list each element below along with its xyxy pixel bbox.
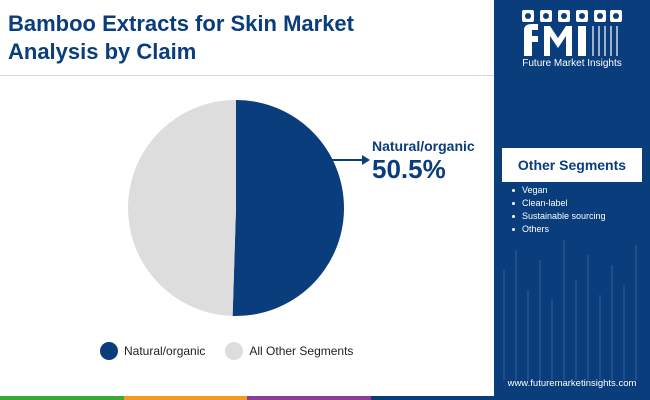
header-divider (0, 75, 494, 76)
other-segments-title: Other Segments (517, 157, 627, 173)
pie-slice-all-other-segments (128, 100, 236, 316)
pie-chart (128, 100, 370, 316)
bar-segment-green (0, 396, 124, 400)
title-line-1: Bamboo Extracts for Skin Market (8, 11, 354, 36)
page-title: Bamboo Extracts for Skin Market Analysis… (8, 10, 488, 66)
callout-value: 50.5% (372, 154, 446, 184)
title-line-2: Analysis by Claim (8, 39, 197, 64)
legend-item-other-segments: All Other Segments (225, 342, 353, 360)
callout-arrow-head (362, 155, 370, 165)
fmi-logo: Future Market Insights (494, 0, 650, 76)
fmi-logo-icon (522, 10, 622, 56)
segment-item: Vegan (508, 184, 648, 197)
callout-label: Natural/organic (372, 138, 475, 154)
segment-item: Others (508, 223, 648, 236)
segment-item: Clean-label (508, 197, 648, 210)
website-link[interactable]: www.futuremarketinsights.com (507, 378, 637, 389)
segment-item: Sustainable sourcing (508, 210, 648, 223)
background-pattern (503, 240, 637, 380)
logo-caption: Future Market Insights (522, 58, 622, 69)
pie-slice-natural-organic (232, 100, 345, 316)
bottom-color-bar (0, 396, 494, 400)
bar-segment-blue (370, 396, 494, 400)
header: Bamboo Extracts for Skin Market Analysis… (0, 0, 494, 76)
legend-label-natural-organic: Natural/organic (124, 344, 206, 358)
bar-segment-orange (123, 396, 247, 400)
legend-swatch-other-segments (225, 342, 244, 360)
bar-segment-purple (247, 396, 371, 400)
legend-swatch-natural-organic (100, 342, 118, 360)
other-segments-list: Vegan Clean-label Sustainable sourcing O… (508, 184, 648, 236)
side-panel: Future Market Insights Other Segments Ve… (494, 0, 650, 400)
other-segments-header: Other Segments (502, 148, 642, 182)
legend-label-other-segments: All Other Segments (249, 344, 354, 358)
legend-item-natural-organic: Natural/organic (100, 342, 205, 360)
chart-legend: Natural/organic All Other Segments (100, 342, 373, 360)
